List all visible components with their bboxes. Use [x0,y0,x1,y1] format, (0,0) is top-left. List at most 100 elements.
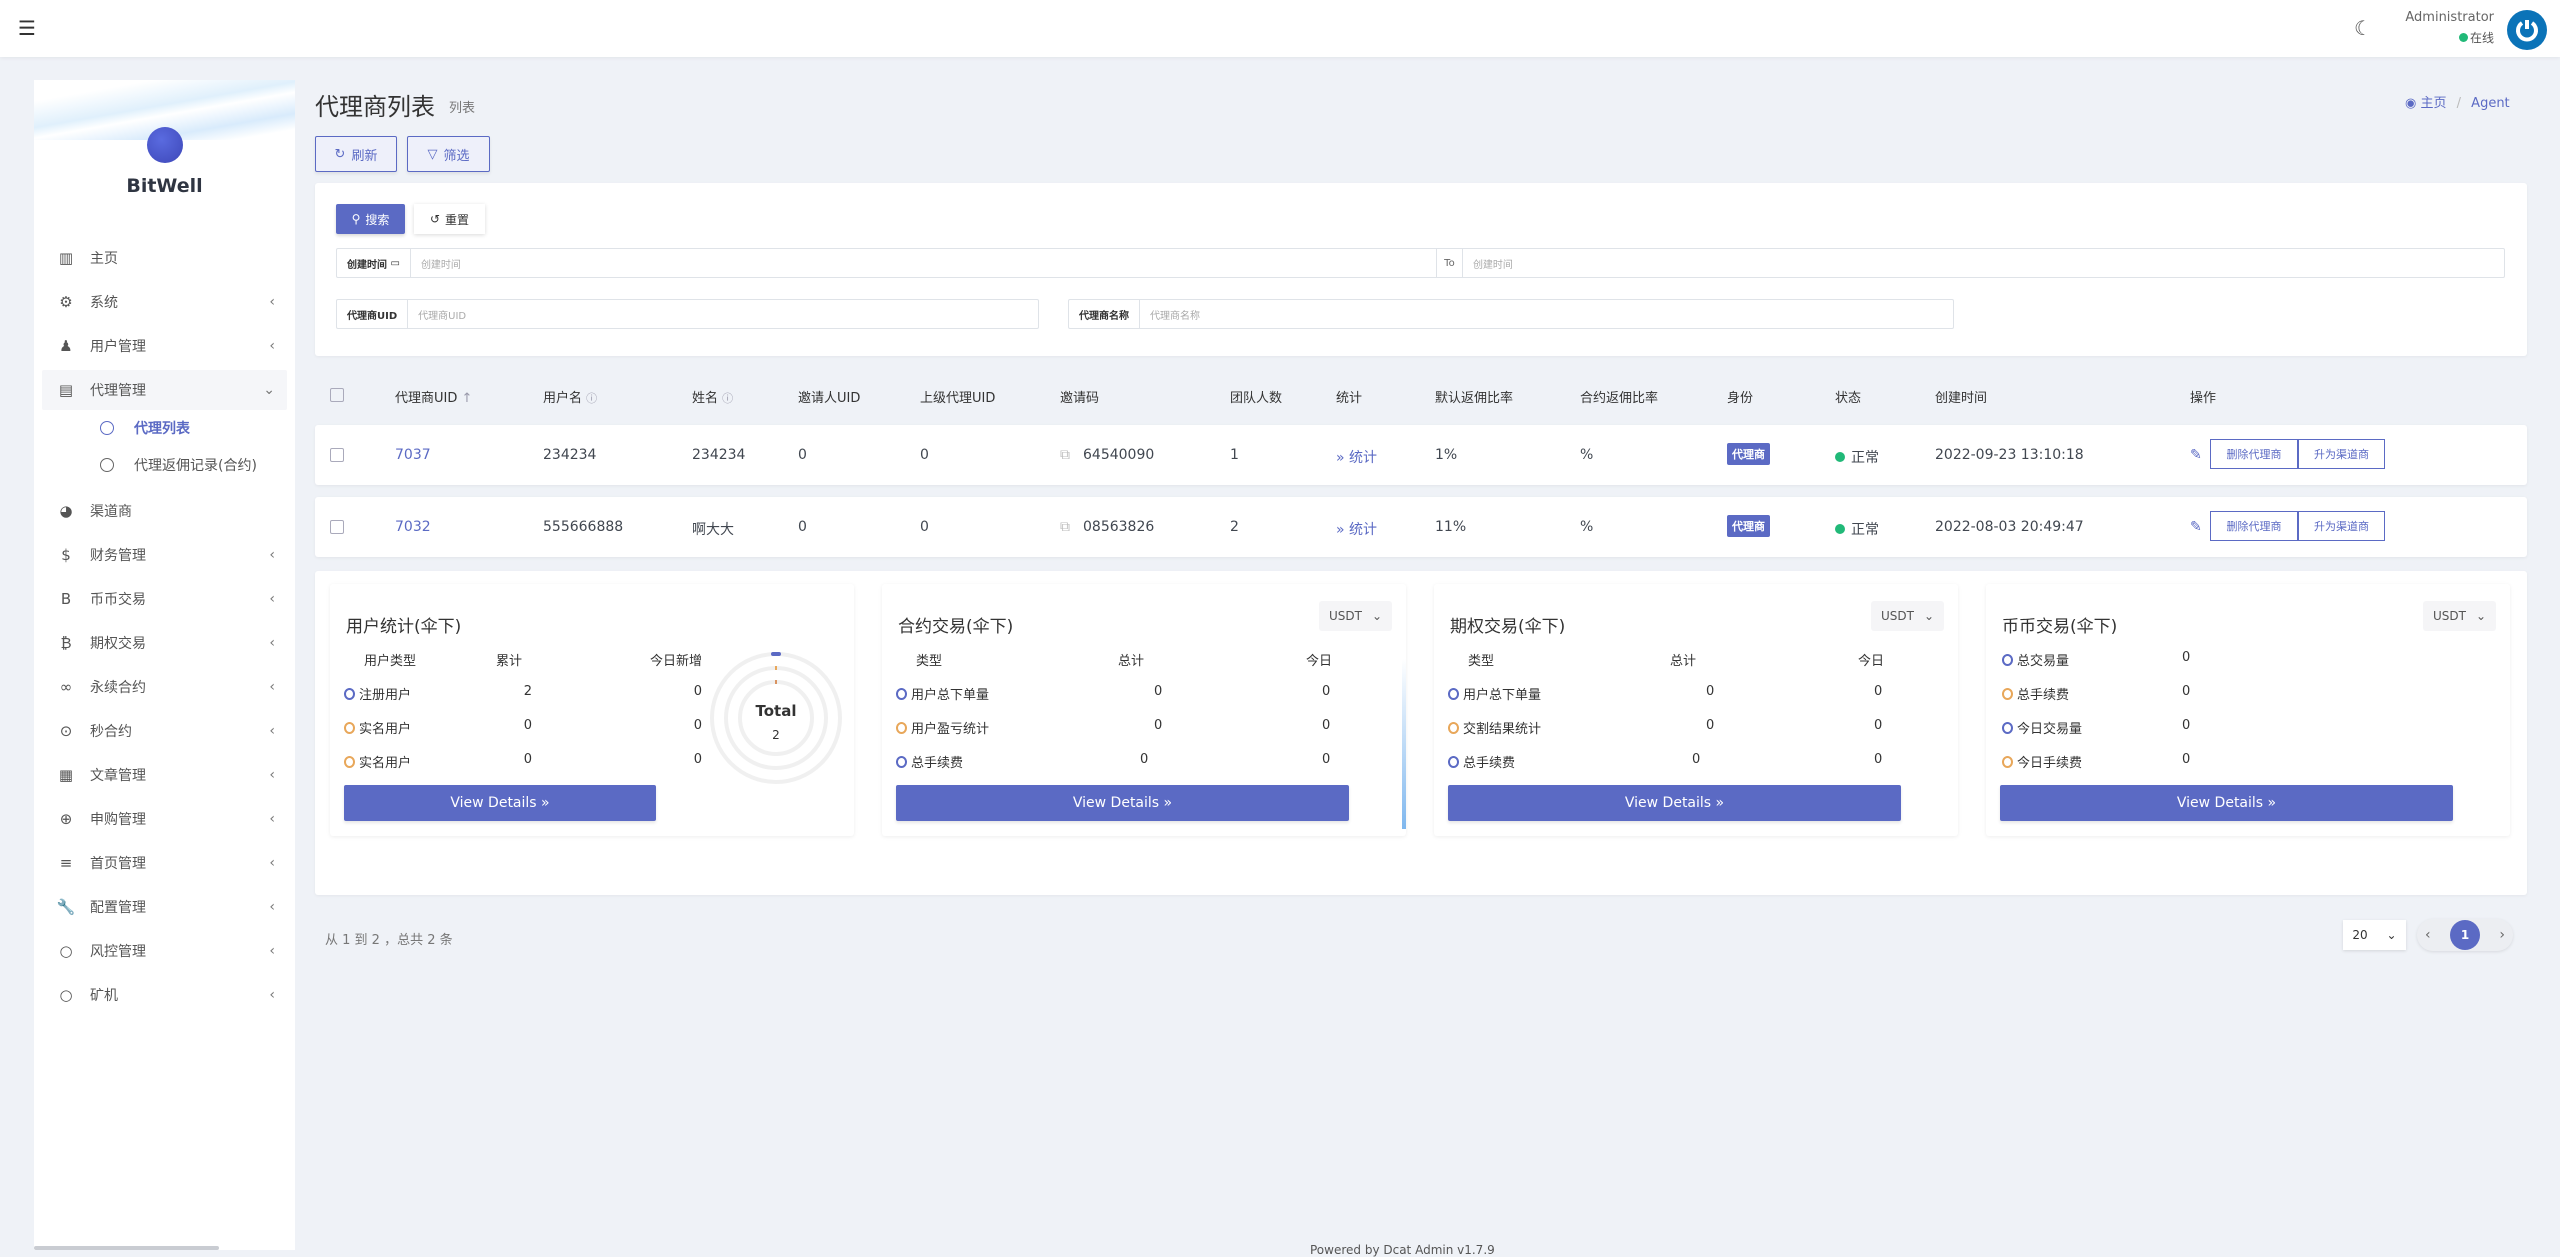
sidebar-item[interactable]: ▥ 主页 [42,238,287,278]
breadcrumb-agent[interactable]: Agent [2471,96,2510,111]
sidebar-item[interactable]: ⊕ 申购管理 ‹ [42,799,287,839]
stat-row-label: 用户总下单量 [1448,684,1541,703]
circle-icon [2002,722,2013,734]
upgrade-channel-button[interactable]: 升为渠道商 [2298,511,2385,541]
prev-page-button[interactable]: ‹ [2425,927,2431,943]
currency-select[interactable]: USDT ⌄ [1319,601,1392,631]
chevron-left-icon: ‹ [269,723,275,739]
status: 正常 [1835,519,1879,539]
stats-link[interactable]: » 统计 [1336,522,1378,538]
sidebar-item[interactable]: ♟ 用户管理 ‹ [42,326,287,366]
sidebar-item[interactable]: ⊙ 秒合约 ‹ [42,711,287,751]
sidebar-item[interactable]: ○ 矿机 ‹ [42,975,287,1015]
copy-icon[interactable]: ⧉ [1060,447,1070,463]
page-title: 代理商列表 [315,93,435,121]
filter-button[interactable]: ▽ 筛选 [407,136,490,172]
currency-select[interactable]: USDT ⌄ [1871,601,1944,631]
breadcrumb-home[interactable]: 主页 [2420,96,2447,111]
circle-icon [896,722,907,734]
chevron-left-icon: ‹ [269,899,275,915]
sidebar-scrollbar[interactable] [34,1246,219,1250]
sidebar-item[interactable]: ⚙ 系统 ‹ [42,282,287,322]
sidebar-item[interactable]: ▤ 代理管理 ⌄ [42,370,287,410]
row-checkbox[interactable] [330,448,344,462]
delete-agent-button[interactable]: 删除代理商 [2210,511,2298,541]
default-rate: 1% [1435,447,1458,463]
user-name[interactable]: Administrator [2405,10,2494,25]
scrollbar[interactable] [1402,659,1406,829]
sidebar-item[interactable]: ◕ 渠道商 [42,491,287,531]
stat-row-label: 总手续费 [896,752,963,771]
stat-total: 2 [523,684,532,699]
column-header[interactable]: 代理商UID ↑ [395,391,473,406]
sort-icon[interactable]: ↑ [461,391,473,406]
sidebar-item[interactable]: ₿ 期权交易 ‹ [42,623,287,663]
breadcrumb: ◉ 主页 / Agent [2405,92,2510,111]
hamburger-icon[interactable]: ☰ [18,16,36,40]
sidebar-subitem[interactable]: 代理列表 [42,408,287,448]
col-header: 今日新增 [649,654,702,669]
currency-select[interactable]: USDT ⌄ [2423,601,2496,631]
page-1-button[interactable]: 1 [2450,920,2480,950]
inviter-uid: 0 [798,519,807,535]
view-details-button[interactable]: View Details » [2000,785,2453,821]
chevron-down-icon: ⌄ [263,382,275,398]
page-size-select[interactable]: 20 ⌄ [2343,920,2406,950]
delete-agent-button[interactable]: 删除代理商 [2210,439,2298,469]
help-icon[interactable]: ⓘ [722,392,734,405]
agent-uid-label: 代理商UID [337,300,409,328]
help-icon[interactable]: ⓘ [586,392,598,405]
stat-row-label: 今日交易量 [2002,718,2082,737]
avatar[interactable] [2507,10,2547,50]
next-page-button[interactable]: › [2499,927,2505,943]
edit-icon[interactable]: ✎ [2190,519,2202,535]
sidebar-item[interactable]: $ 财务管理 ‹ [42,535,287,575]
sidebar-item[interactable]: ≡ 首页管理 ‹ [42,843,287,883]
reset-button[interactable]: ↺ 重置 [414,204,485,234]
sidebar-item[interactable]: ▦ 文章管理 ‹ [42,755,287,795]
page-subtitle: 列表 [449,101,476,116]
page-size-value: 20 [2352,928,2368,942]
select-all-checkbox[interactable] [330,388,344,402]
circle-icon [344,756,355,768]
column-header[interactable]: 姓名 ⓘ [692,391,734,406]
sidebar-item-label: 风控管理 [90,944,146,960]
row-checkbox[interactable] [330,520,344,534]
moon-icon[interactable]: ☾ [2354,16,2372,40]
created-start-input[interactable]: 创建时间 [420,259,461,271]
chevron-double-icon: » [1336,522,1345,538]
column-header[interactable]: 用户名 ⓘ [543,391,598,406]
table-row: 7037 234234 234234 0 0 ⧉ 64540090 1 » 统计… [315,425,2527,485]
sidebar-item[interactable]: B 币币交易 ‹ [42,579,287,619]
created-end-input[interactable]: 创建时间 [1472,259,1513,271]
sidebar-item-label: 财务管理 [90,548,146,564]
sidebar-item[interactable]: ○ 风控管理 ‹ [42,931,287,971]
calendar-icon: ▭ [390,257,400,269]
stat-total: 0 [1706,684,1715,699]
team-count: 1 [1230,447,1239,463]
stats-link[interactable]: » 统计 [1336,450,1378,466]
sidebar-item-label: 永续合约 [90,680,146,696]
upgrade-channel-button[interactable]: 升为渠道商 [2298,439,2385,469]
agent-name-input[interactable]: 代理商名称 [1150,310,1200,322]
inviter-uid: 0 [798,447,807,463]
chevron-left-icon: ‹ [269,811,275,827]
sidebar-subitem[interactable]: 代理返佣记录(合约) [42,445,287,485]
agent-uid-input[interactable]: 代理商UID [418,310,467,322]
sidebar-item[interactable]: ∞ 永续合约 ‹ [42,667,287,707]
search-button[interactable]: ⚲ 搜索 [336,204,405,234]
stat-total: 0 [523,752,532,767]
copy-icon[interactable]: ⧉ [1060,519,1070,535]
refresh-button[interactable]: ↻ 刷新 [315,136,397,172]
refresh-label: 刷新 [351,148,378,164]
edit-icon[interactable]: ✎ [2190,447,2202,463]
view-details-button[interactable]: View Details » [1448,785,1901,821]
agent-uid-link[interactable]: 7037 [395,447,431,463]
view-details-button[interactable]: View Details » [896,785,1349,821]
circle-icon [896,688,907,700]
agent-uid-link[interactable]: 7032 [395,519,431,535]
sidebar-item[interactable]: 🔧 配置管理 ‹ [42,887,287,927]
stat-row-label: 用户总下单量 [896,684,989,703]
created-time-label: 创建时间 ▭ [337,249,411,277]
view-details-button[interactable]: View Details » [344,785,656,821]
